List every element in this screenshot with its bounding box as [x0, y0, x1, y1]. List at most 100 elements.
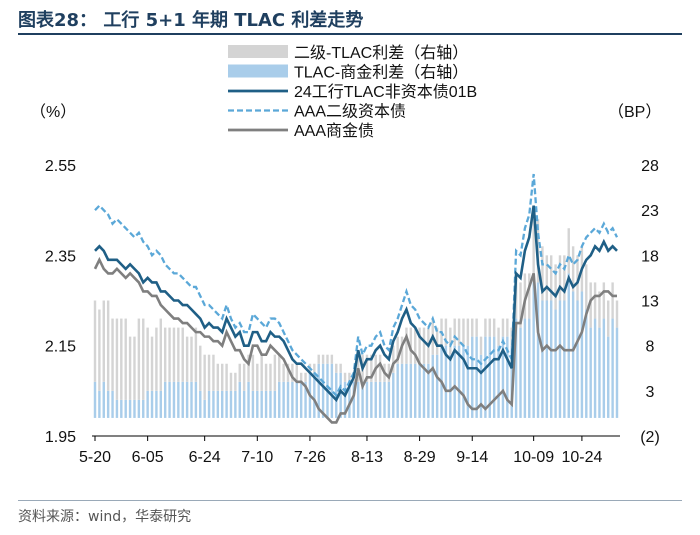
bar-tlac-spread — [567, 273, 570, 418]
bar-tier2-tlac-spread — [93, 300, 97, 382]
bar-tlac-spread — [313, 372, 316, 418]
legend: 二级-TLAC利差（右轴） TLAC-商金利差（右轴）24工行TLAC非资本债01… — [228, 44, 477, 140]
bar-tlac-spread — [286, 381, 290, 418]
bar-tier2-tlac-spread — [111, 318, 114, 391]
bar-tlac-spread — [607, 336, 610, 418]
bar-tier2-tlac-spread — [435, 327, 439, 355]
bar-tlac-spread — [479, 354, 483, 418]
bar-tlac-spread — [545, 300, 549, 418]
bar-tier2-tlac-spread — [378, 354, 382, 382]
bar-tier2-tlac-spread — [181, 327, 184, 382]
bar-tlac-spread — [585, 309, 588, 418]
bar-tier2-tlac-spread — [510, 327, 513, 346]
bar-tlac-spread — [229, 390, 233, 418]
bar-tier2-tlac-spread — [106, 300, 110, 391]
bar-tlac-spread — [580, 291, 584, 418]
bar-tlac-spread — [536, 282, 540, 418]
x-tick-label: 6-24 — [189, 449, 221, 466]
bar-tlac-spread — [598, 327, 601, 418]
x-tick-label: 7-10 — [241, 449, 273, 466]
bar-tier2-tlac-spread — [453, 318, 456, 346]
bar-tier2-tlac-spread — [343, 372, 347, 382]
bar-tlac-spread — [207, 390, 211, 418]
bar-tier2-tlac-spread — [199, 345, 202, 391]
bar-tier2-tlac-spread — [348, 372, 351, 382]
bar-tlac-spread — [387, 381, 391, 418]
bar-tier2-tlac-spread — [549, 255, 553, 301]
bar-tier2-tlac-spread — [133, 336, 136, 400]
bar-tlac-spread — [501, 336, 505, 418]
bar-tlac-spread — [396, 363, 399, 418]
bar-tlac-spread — [466, 345, 470, 418]
bar-tlac-spread — [216, 390, 220, 418]
bar-tier2-tlac-spread — [396, 336, 399, 364]
bar-tlac-spread — [352, 381, 356, 418]
bar-tlac-spread — [409, 363, 413, 418]
bar-tlac-spread — [120, 399, 123, 418]
bar-tier2-tlac-spread — [124, 318, 127, 400]
x-tick-label: 7-26 — [294, 449, 326, 466]
bar-tier2-tlac-spread — [365, 354, 369, 382]
left-tick-label: 2.35 — [45, 248, 76, 265]
bar-tlac-spread — [414, 363, 417, 418]
bar-tlac-spread — [374, 381, 377, 418]
bar-tier2-tlac-spread — [234, 372, 237, 391]
bar-tier2-tlac-spread — [414, 327, 417, 364]
bar-tier2-tlac-spread — [492, 318, 496, 337]
right-tick-label: 28 — [641, 158, 659, 175]
bar-tlac-spread — [444, 345, 448, 418]
bar-tlac-spread — [435, 354, 439, 418]
bar-tier2-tlac-spread — [159, 318, 163, 391]
bar-tier2-tlac-spread — [98, 309, 101, 391]
bar-tlac-spread — [422, 363, 426, 418]
bar-tier2-tlac-spread — [146, 327, 149, 391]
bar-tier2-tlac-spread — [506, 318, 509, 337]
bar-tier2-tlac-spread — [409, 327, 413, 364]
bar-tlac-spread — [269, 390, 272, 418]
bar-tlac-spread — [453, 345, 456, 418]
bar-tlac-spread — [361, 381, 364, 418]
bar-tier2-tlac-spread — [330, 354, 334, 364]
left-tick-label: 2.55 — [45, 158, 76, 175]
right-tick-label: (2) — [640, 429, 660, 446]
bar-tlac-spread — [563, 300, 566, 418]
bar-tier2-tlac-spread — [370, 354, 373, 382]
bar-tier2-tlac-spread — [532, 219, 535, 283]
x-tick-label: 9-14 — [456, 449, 488, 466]
bar-tlac-spread — [177, 381, 180, 418]
bar-tlac-spread — [199, 390, 202, 418]
bar-tier2-tlac-spread — [137, 318, 141, 400]
bar-tier2-tlac-spread — [102, 300, 105, 382]
bar-tlac-spread — [295, 381, 298, 418]
bar-tier2-tlac-spread — [168, 327, 171, 382]
right-tick-label: 23 — [641, 203, 659, 220]
bar-tier2-tlac-spread — [142, 318, 145, 400]
bar-tier2-tlac-spread — [519, 282, 522, 328]
bar-tier2-tlac-spread — [554, 264, 557, 310]
bar-tier2-tlac-spread — [269, 363, 272, 391]
bar-tlac-spread — [111, 390, 114, 418]
bar-tier2-tlac-spread — [264, 363, 268, 391]
bar-tlac-spread — [378, 381, 382, 418]
bar-tlac-spread — [238, 381, 241, 418]
bar-tlac-spread — [194, 381, 198, 418]
figure-title: 图表28： 工行 5+1 年期 TLAC 利差走势 — [18, 10, 364, 31]
bar-tier2-tlac-spread — [326, 354, 329, 364]
spread-chart: 5-20 6-05 6-24 7-10 7-26 8-13 8-29 9-14 10-09 10-… — [30, 44, 661, 466]
bar-tlac-spread — [611, 318, 614, 418]
bar-tier2-tlac-spread — [528, 273, 531, 319]
bar-tier2-tlac-spread — [172, 327, 176, 382]
bar-tlac-spread — [571, 291, 575, 418]
bar-tlac-spread — [282, 381, 285, 418]
x-tick-label: 8-29 — [404, 449, 436, 466]
bar-tlac-spread — [142, 399, 145, 418]
bar-tier2-tlac-spread — [523, 273, 527, 319]
bar-tlac-spread — [532, 282, 535, 418]
bar-tier2-tlac-spread — [242, 363, 246, 391]
bar-tier2-tlac-spread — [589, 282, 592, 328]
source-note: 资料来源：wind，华泰研究 — [18, 509, 192, 525]
bar-tier2-tlac-spread — [418, 327, 421, 364]
series-line — [93, 256, 617, 424]
bar-tier2-tlac-spread — [405, 327, 408, 364]
bar-tier2-tlac-spread — [422, 327, 426, 364]
